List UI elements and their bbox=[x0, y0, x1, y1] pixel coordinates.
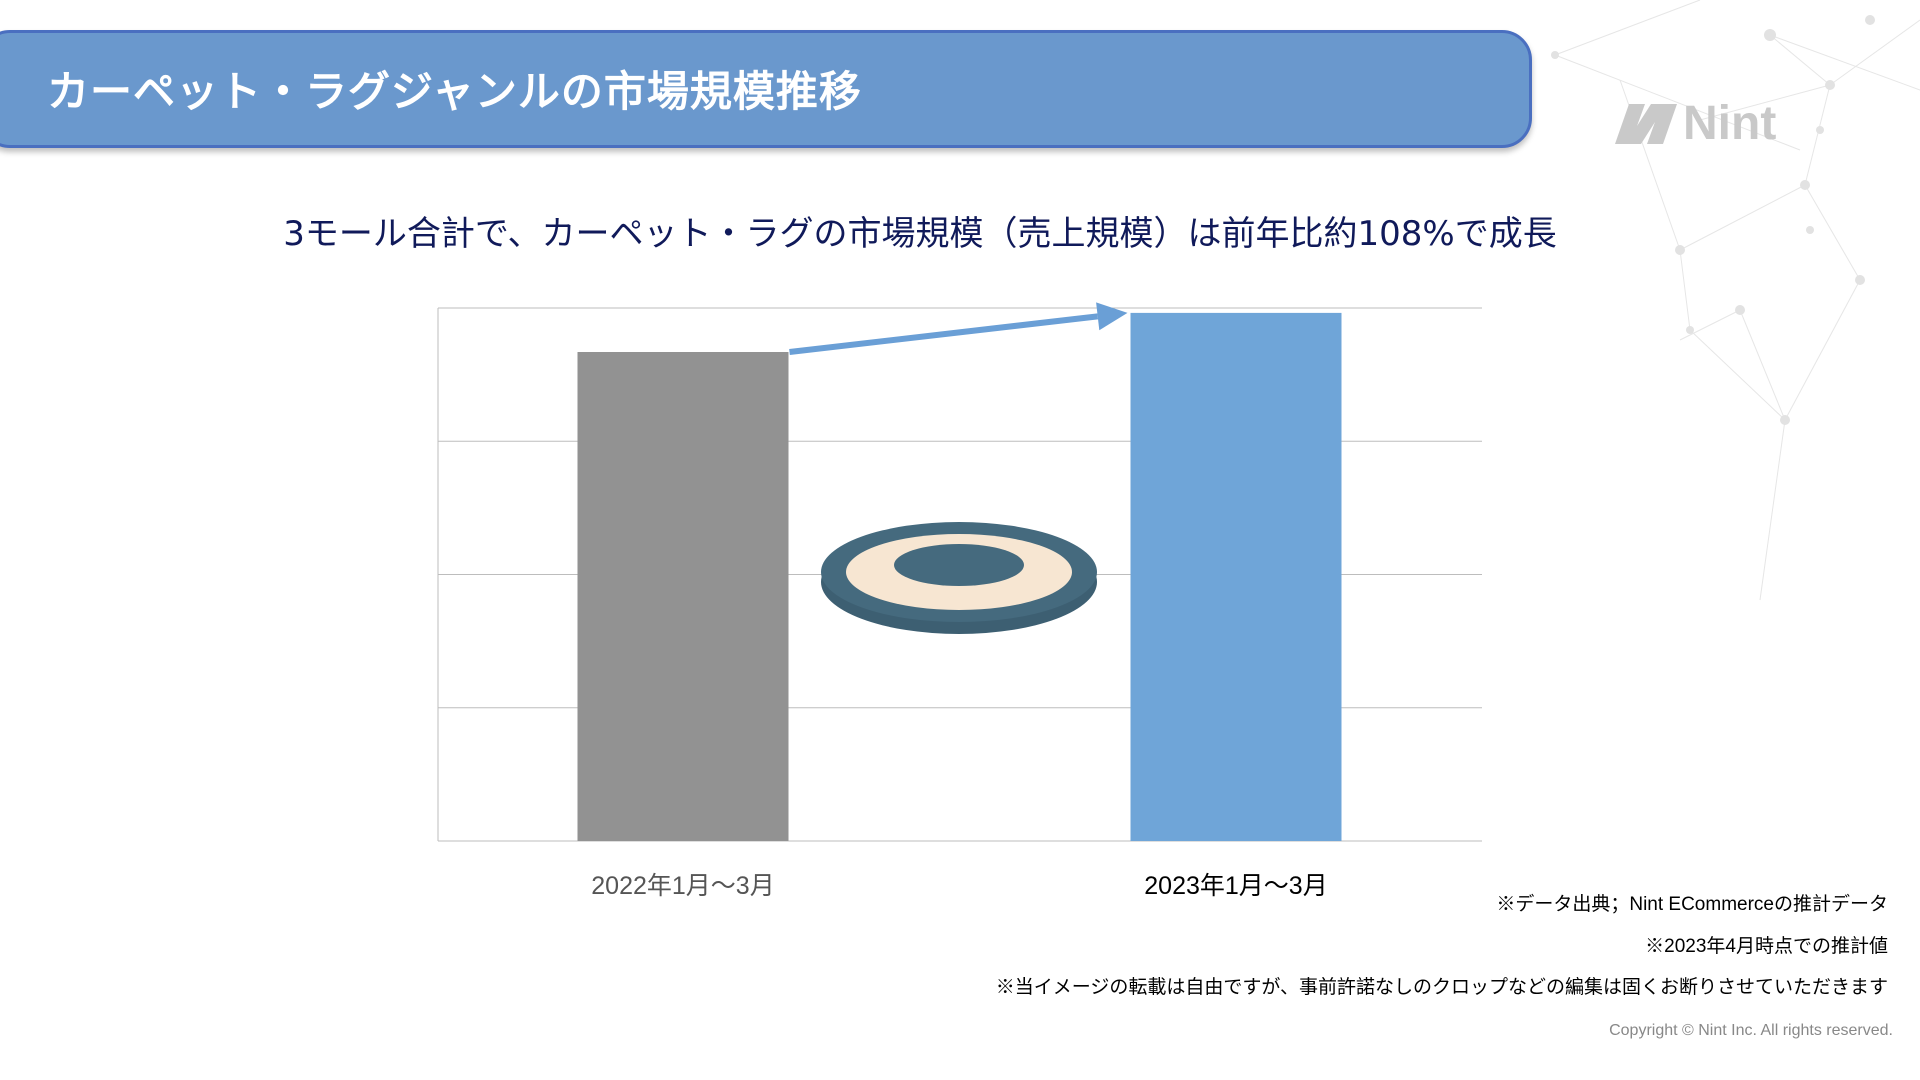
logo-text: Nint bbox=[1683, 97, 1777, 150]
bar-0 bbox=[577, 352, 789, 841]
note-data-source: ※データ出典；Nint ECommerceの推計データ bbox=[1496, 894, 1888, 915]
rug-icon bbox=[821, 522, 1097, 634]
note-reuse-policy: ※当イメージの転載は自由ですが、事前許諾なしのクロップなどの編集は固くお断りさせ… bbox=[995, 977, 1888, 998]
growth-arrow-head bbox=[1096, 302, 1128, 331]
chart-subtitle: 3モール合計で、カーペット・ラグの市場規模（売上規模）は前年比約108%で成長 bbox=[0, 206, 1920, 255]
x-tick-label-2023: 2023年1月～3月 bbox=[1144, 872, 1328, 900]
bar-1 bbox=[1130, 312, 1342, 842]
x-tick-label-2022: 2022年1月～3月 bbox=[591, 872, 775, 900]
page-title: カーペット・ラグジャンルの市場規模推移 bbox=[47, 67, 862, 116]
note-estimate-date: ※2023年4月時点での推計値 bbox=[1645, 936, 1888, 957]
nint-logo-icon bbox=[1615, 103, 1677, 144]
copyright: Copyright © Nint Inc. All rights reserve… bbox=[1609, 1022, 1893, 1039]
title-banner bbox=[0, 30, 1532, 148]
nint-logo: Nint bbox=[1615, 96, 1776, 151]
growth-arrow-shaft bbox=[789, 313, 1099, 355]
subtitle-text: 3モール合計で、カーペット・ラグの市場規模（売上規模）は前年比約108%で成長 bbox=[283, 214, 1557, 254]
